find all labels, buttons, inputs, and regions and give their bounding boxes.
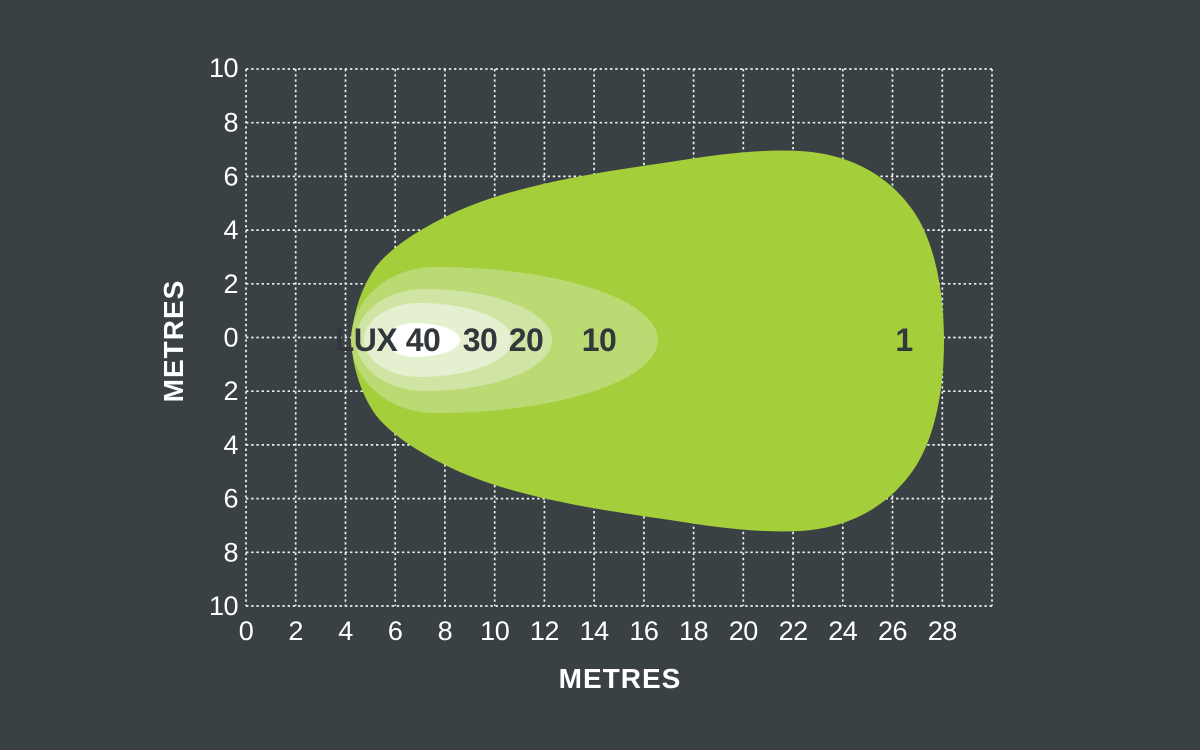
x-tick-label: 28 <box>928 616 957 646</box>
y-tick-label: 8 <box>223 108 238 138</box>
x-tick-label: 18 <box>679 616 708 646</box>
y-tick-label: 6 <box>223 161 238 191</box>
contour-label-30: 30 <box>463 322 498 358</box>
contour-labels: LUX 40 30 20 10 1 <box>335 322 913 358</box>
y-tick-label: 8 <box>223 537 238 567</box>
contour-region-40-lux <box>386 323 460 357</box>
y-tick-label: 2 <box>223 376 238 406</box>
beam-contours <box>351 150 944 532</box>
contour-label-20: 20 <box>509 322 544 358</box>
x-tick-label: 10 <box>480 616 509 646</box>
x-tick-label: 16 <box>629 616 658 646</box>
x-tick-label: 4 <box>338 616 353 646</box>
x-tick-label: 12 <box>530 616 559 646</box>
y-tick-label: 6 <box>223 484 238 514</box>
contour-label-10: 10 <box>582 322 617 358</box>
y-tick-label: 4 <box>223 430 238 460</box>
y-tick-label: 10 <box>209 53 238 83</box>
x-tick-label: 6 <box>388 616 403 646</box>
y-tick-label: 0 <box>223 323 238 353</box>
contour-label-1: 1 <box>895 322 912 358</box>
x-axis-title: METRES <box>559 663 682 694</box>
contour-label-40: 40 <box>406 322 441 358</box>
x-tick-label: 2 <box>288 616 303 646</box>
axis-titles: METRES METRES <box>158 280 682 694</box>
x-axis-ticks: 0 2 4 6 8 10 12 14 16 18 20 22 24 26 28 <box>239 616 958 646</box>
x-tick-label: 20 <box>729 616 758 646</box>
x-tick-label: 22 <box>779 616 808 646</box>
x-tick-label: 26 <box>878 616 907 646</box>
x-tick-label: 14 <box>580 616 610 646</box>
y-tick-label: 4 <box>223 215 238 245</box>
y-axis-ticks: 10 8 6 4 2 0 2 4 6 8 10 <box>209 53 239 621</box>
x-tick-label: 24 <box>828 616 858 646</box>
x-tick-label: 0 <box>239 616 254 646</box>
y-tick-label: 2 <box>223 269 238 299</box>
lux-unit-label: LUX <box>335 322 399 358</box>
x-tick-label: 8 <box>438 616 453 646</box>
y-axis-title: METRES <box>158 280 189 403</box>
y-tick-label: 10 <box>209 591 238 621</box>
